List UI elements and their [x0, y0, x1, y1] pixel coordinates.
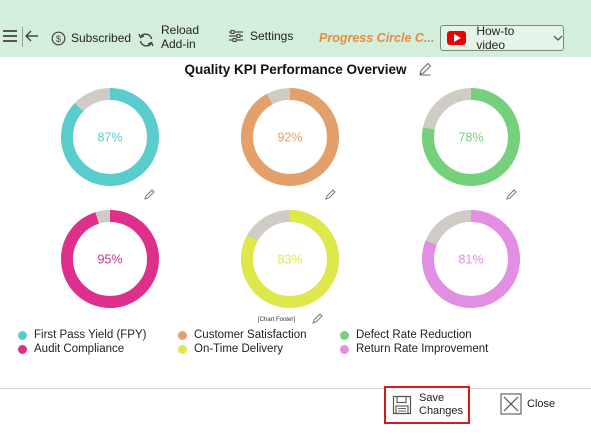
settings-label: Settings — [250, 29, 294, 43]
legend-label: Audit Compliance — [34, 343, 125, 355]
legend-label: Customer Satisfaction — [194, 329, 307, 341]
legend-label: On-Time Delivery — [194, 343, 284, 355]
donut-edit-pencil-icon[interactable] — [325, 188, 337, 200]
legend-swatch — [340, 330, 349, 340]
legend-swatch — [178, 330, 187, 340]
floppy-disk-icon — [392, 395, 412, 415]
reload-label-line1: Reload — [161, 23, 200, 37]
howto-label: How-to video — [476, 24, 515, 52]
legend-item: Audit Compliance — [18, 343, 124, 355]
donut-progress-arc — [422, 88, 520, 186]
donut-chart-grid: 87% 92% 78% 95% 83% 81% — [61, 88, 520, 308]
donut-percent-label: 78% — [458, 131, 483, 145]
close-label: Close — [527, 398, 556, 410]
legend-label: First Pass Yield (FPY) — [34, 329, 147, 341]
donut-progress-arc — [61, 88, 159, 186]
subscribed-label: Subscribed — [71, 31, 132, 45]
donut-audit-compliance: 95% — [61, 210, 159, 308]
ribbon-toolbar: $ Subscribed Reload Add-in Settings Prog… — [0, 0, 591, 57]
refresh-icon — [138, 33, 154, 47]
close-button[interactable]: Close — [500, 392, 555, 416]
sliders-icon — [229, 30, 243, 42]
legend-swatch — [340, 344, 349, 354]
progress-circle-title-link[interactable]: Progress Circle C... — [319, 31, 435, 45]
legend-label: Defect Rate Reduction — [356, 329, 472, 341]
donut-return-rate-improvement: 81% — [422, 210, 520, 308]
svg-text:$: $ — [56, 34, 61, 44]
donut-percent-label: 95% — [97, 253, 122, 267]
back-arrow-icon[interactable] — [25, 29, 39, 43]
legend-item: On-Time Delivery — [178, 343, 283, 355]
chevron-down-icon — [553, 33, 563, 44]
legend-swatch — [178, 344, 187, 354]
dollar-circle-icon: $ — [51, 31, 66, 45]
save-changes-button[interactable]: Save Changes — [384, 386, 470, 424]
save-label-line2: Changes — [419, 405, 464, 417]
footer-divider — [0, 388, 591, 389]
title-edit-pencil-icon[interactable] — [418, 62, 432, 76]
close-x-icon — [500, 393, 522, 415]
legend-item: Return Rate Improvement — [340, 343, 488, 355]
donut-first-pass-yield-fpy: 87% — [61, 88, 159, 186]
footer-edit-pencil-icon[interactable] — [312, 312, 324, 324]
donut-edit-pencil-icon[interactable] — [144, 188, 156, 200]
subscribed-button[interactable]: $ Subscribed — [51, 29, 131, 47]
donut-percent-label: 87% — [97, 131, 122, 145]
legend-label: Return Rate Improvement — [356, 343, 489, 355]
youtube-icon — [447, 31, 467, 45]
toolbar-divider — [22, 27, 23, 47]
legend-item: Defect Rate Reduction — [340, 329, 472, 341]
donut-progress-arc — [241, 210, 339, 308]
donut-progress-arc — [422, 210, 520, 308]
donut-percent-label: 83% — [277, 253, 302, 267]
donut-percent-label: 92% — [277, 131, 302, 145]
legend-swatch — [18, 344, 27, 354]
save-label-line1: Save — [419, 392, 445, 404]
donut-on-time-delivery: 83% — [241, 210, 339, 308]
settings-button[interactable]: Settings — [228, 29, 293, 43]
donut-customer-satisfaction: 92% — [241, 88, 339, 186]
chart-footer-label: [Chart Footer] — [258, 317, 296, 323]
reload-label-line2: Add-in — [161, 37, 196, 51]
legend-swatch — [18, 330, 27, 340]
legend-item: Customer Satisfaction — [178, 329, 307, 341]
reload-addin-button[interactable]: Reload Add-in — [137, 23, 199, 51]
hamburger-menu-icon[interactable] — [3, 29, 19, 44]
howto-video-dropdown[interactable]: How-to video — [440, 24, 564, 52]
donut-defect-rate-reduction: 78% — [422, 88, 520, 186]
donut-edit-pencil-icon[interactable] — [506, 188, 518, 200]
chart-title: Quality KPI Performance Overview — [184, 62, 407, 77]
donut-percent-label: 81% — [458, 253, 483, 267]
donut-progress-arc — [61, 210, 159, 308]
donut-progress-arc — [241, 88, 339, 186]
legend-item: First Pass Yield (FPY) — [18, 329, 146, 341]
